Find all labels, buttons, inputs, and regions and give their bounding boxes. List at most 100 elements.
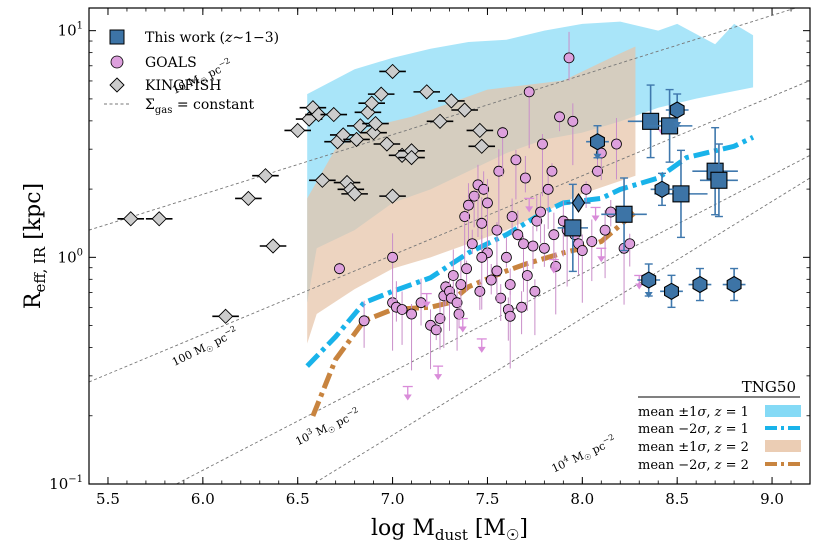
thiswork-hexagon — [692, 275, 708, 294]
goals-limit-arrow — [597, 256, 606, 263]
goals-point — [478, 183, 490, 195]
kingfish-point — [367, 115, 384, 132]
goals-point — [529, 285, 541, 297]
kingfish-point — [265, 238, 281, 254]
x-tick-label: 7.0 — [381, 490, 405, 508]
kingfish-point — [217, 308, 234, 324]
goals-point — [476, 251, 488, 263]
goals-point — [523, 86, 535, 98]
goals-point — [527, 240, 539, 252]
goals-point — [334, 263, 345, 275]
kingfish-point — [384, 188, 401, 204]
goals-limit-arrow — [458, 326, 467, 333]
goals-point — [521, 270, 533, 281]
kingfish-point — [346, 186, 363, 202]
kingfish-point — [364, 95, 380, 111]
goals-point — [451, 297, 463, 309]
legend-tng-label: mean ±1σ, z = 2 — [638, 440, 749, 455]
legend-kingfish-label: KINGFISH — [145, 78, 221, 94]
goals-point — [535, 206, 546, 218]
goals-point — [493, 165, 505, 177]
goals-point — [406, 308, 417, 320]
x-tick-label: 7.5 — [476, 490, 500, 508]
goals-point — [567, 115, 579, 127]
goals-point — [592, 165, 603, 177]
goals-point — [434, 313, 446, 324]
thiswork-square — [615, 205, 633, 223]
goals-point — [396, 304, 408, 315]
sigma-line-0 — [89, 8, 798, 231]
legend-thiswork-marker — [109, 29, 125, 45]
thiswork-hexagon — [641, 271, 657, 289]
kingfish-point — [472, 122, 488, 139]
x-axis-label: log Mdust [M☉] — [371, 516, 528, 544]
goals-limit-arrow — [525, 206, 534, 213]
x-tick-label: 8.0 — [570, 490, 594, 508]
thiswork-square — [564, 219, 582, 237]
legend-tng-label: mean −2σ, z = 2 — [638, 458, 749, 473]
goals-point — [482, 197, 493, 209]
x-tick-label: 6.5 — [286, 490, 310, 508]
thiswork-limit-arrow — [673, 122, 682, 128]
kingfish-point — [240, 190, 257, 207]
x-tick-label: 5.5 — [96, 490, 120, 508]
goals-point — [476, 217, 488, 229]
goals-point — [542, 183, 554, 195]
kingfish-point — [310, 106, 327, 123]
goals-point — [516, 301, 527, 313]
legend-tng-label: mean ±1σ, z = 1 — [638, 405, 749, 420]
thiswork-diamond — [571, 192, 586, 213]
goals-limit-arrow — [434, 374, 443, 381]
sigma-label-2: 103 M☉ pc−2 — [293, 405, 363, 450]
sigma-line-1 — [89, 80, 810, 383]
goals-point — [546, 165, 558, 177]
goals-point — [504, 279, 516, 290]
goals-point — [554, 111, 565, 123]
kingfish-point — [419, 84, 435, 100]
kingfish-point — [151, 211, 167, 227]
goals-limit-arrow — [591, 215, 600, 222]
y-axis-label: Reff, IR [kpc] — [21, 183, 49, 309]
goals-point — [512, 229, 524, 241]
thiswork-square — [710, 171, 728, 189]
thiswork-hexagon — [669, 101, 685, 119]
kingfish-point — [432, 113, 448, 129]
thiswork-limit-arrow — [593, 153, 602, 160]
goals-point — [466, 238, 478, 250]
sigma-line-2 — [175, 154, 810, 484]
goals-point — [447, 270, 459, 281]
x-tick-label: 8.5 — [665, 490, 689, 508]
thiswork-hexagon — [654, 180, 670, 198]
kingfish-point — [348, 131, 365, 148]
x-tick-label: 9.0 — [760, 490, 784, 508]
goals-point — [463, 199, 474, 211]
y-tick-label: 10−1 — [49, 474, 83, 493]
kingfish-point — [314, 172, 331, 188]
legend-goals-marker — [110, 55, 124, 69]
goals-point — [548, 229, 560, 241]
goals-point — [358, 315, 370, 327]
goals-point — [387, 251, 398, 263]
x-tick-label: 6.0 — [191, 490, 215, 508]
goals-point — [497, 127, 509, 139]
tng-line-z1 — [305, 134, 755, 368]
legend-tng-band-marker — [765, 440, 801, 452]
goals-point — [518, 238, 529, 250]
kingfish-point — [123, 211, 139, 227]
y-tick-label: 100 — [58, 247, 83, 266]
goals-point — [455, 279, 467, 290]
thiswork-hexagon — [590, 133, 605, 151]
goals-point — [510, 154, 522, 166]
legend-tng-title: TNG50 — [742, 378, 796, 396]
goals-point — [459, 211, 471, 222]
legend-goals-label: GOALS — [145, 55, 197, 71]
goals-point — [491, 224, 503, 236]
goals-point — [495, 292, 507, 304]
sigma-label-1: 100 M☉ pc−2 — [169, 324, 241, 371]
legend-kingfish-marker — [109, 77, 125, 93]
kingfish-point — [474, 138, 490, 154]
goals-point — [504, 310, 516, 322]
goals-point — [501, 251, 512, 263]
legend-sigma-label: Σgas = constant — [145, 97, 254, 116]
thiswork-square — [672, 185, 690, 203]
